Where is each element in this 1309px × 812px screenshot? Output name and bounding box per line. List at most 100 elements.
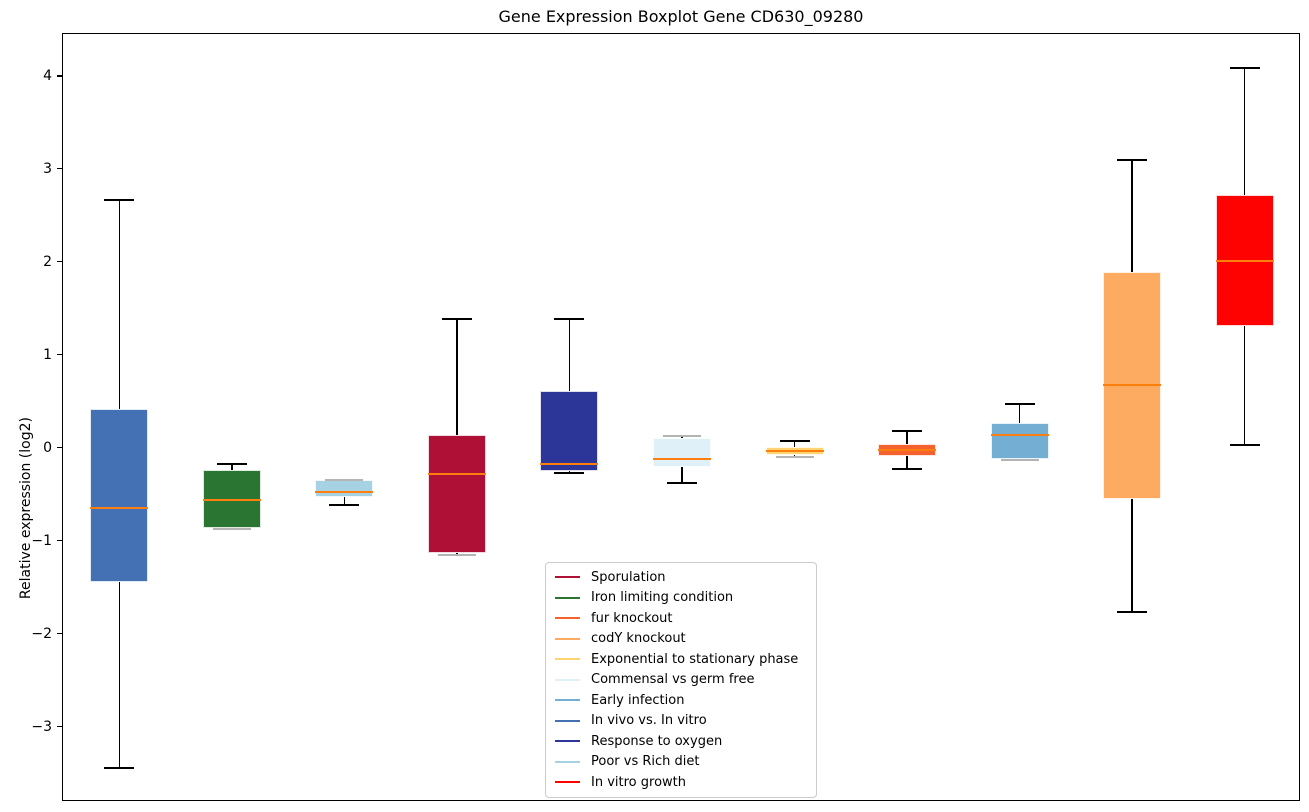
y-tick-mark <box>57 75 62 77</box>
y-tick-mark <box>57 353 62 356</box>
whisker-upper <box>1131 159 1133 273</box>
legend-swatch <box>555 699 580 702</box>
plot-area <box>62 33 1300 801</box>
legend-swatch <box>555 678 580 681</box>
whisker-lower <box>1131 498 1133 613</box>
y-tick-mark <box>57 725 62 728</box>
chart-title: Gene Expression Boxplot Gene CD630_09280 <box>498 7 864 26</box>
median-line <box>540 463 599 466</box>
median-line <box>427 472 486 475</box>
legend-label: Sporulation <box>591 569 666 585</box>
whisker-lower <box>681 467 683 484</box>
legend-item: codY knockout <box>546 629 816 650</box>
legend-label: Commensal vs germ free <box>591 672 755 688</box>
cap-upper <box>779 440 810 443</box>
y-tick-mark <box>57 632 62 635</box>
y-tick-label: −3 <box>31 718 52 735</box>
whisker-upper <box>568 319 571 392</box>
legend-item: Iron limiting condition <box>546 588 816 609</box>
whisker-upper <box>1243 68 1246 195</box>
median-line <box>990 433 1049 436</box>
cap-upper <box>104 199 135 202</box>
cap-lower-flush <box>775 456 814 459</box>
box-iqr <box>315 480 374 498</box>
whisker-lower <box>343 497 346 506</box>
cap-lower <box>104 766 135 769</box>
cap-upper-flush <box>325 479 364 482</box>
whisker-upper <box>456 319 458 435</box>
legend: Sporulation Iron limiting condition fur kn… <box>545 562 817 798</box>
cap-upper <box>1004 403 1035 406</box>
cap-upper <box>1229 67 1260 70</box>
legend-label: Iron limiting condition <box>591 590 734 606</box>
cap-lower-flush <box>437 553 476 556</box>
legend-swatch <box>555 617 580 620</box>
box-iqr <box>540 391 599 471</box>
whisker-lower <box>1243 325 1246 445</box>
legend-swatch <box>555 781 580 784</box>
legend-label: In vivo vs. In vitro <box>591 713 707 729</box>
legend-label: fur knockout <box>591 610 673 626</box>
cap-lower <box>554 471 585 474</box>
legend-swatch <box>555 658 580 661</box>
y-tick-label: 2 <box>43 253 52 270</box>
legend-item: Commensal vs germ free <box>546 670 816 691</box>
box-iqr <box>90 408 149 582</box>
median-line <box>202 498 261 501</box>
cap-upper <box>216 463 247 466</box>
y-tick-label: −1 <box>31 532 52 549</box>
legend-swatch <box>555 596 580 599</box>
legend-label: codY knockout <box>591 631 686 647</box>
legend-label: Poor vs Rich diet <box>591 754 700 770</box>
whisker-lower <box>906 456 908 470</box>
cap-lower-flush <box>212 527 251 530</box>
y-tick-label: 3 <box>43 160 52 177</box>
cap-lower <box>1229 443 1260 446</box>
y-tick-mark <box>57 167 62 170</box>
box-iqr <box>653 437 711 468</box>
median-line <box>315 491 374 494</box>
legend-label: In vitro growth <box>591 774 686 790</box>
cap-lower-flush <box>1000 458 1039 461</box>
whisker-upper <box>793 441 796 447</box>
cap-lower <box>892 468 923 471</box>
legend-item: In vitro growth <box>546 772 816 793</box>
cap-lower <box>1117 611 1148 614</box>
legend-item: Poor vs Rich diet <box>546 752 816 773</box>
box-iqr <box>990 422 1049 459</box>
cap-upper-flush <box>663 434 701 437</box>
y-tick-label: 1 <box>43 346 52 363</box>
cap-upper <box>892 430 923 433</box>
legend-swatch <box>555 637 580 640</box>
whisker-upper <box>118 200 121 409</box>
y-tick-mark <box>57 446 62 449</box>
legend-item: fur knockout <box>546 608 816 629</box>
whisker-upper <box>231 464 233 471</box>
cap-lower <box>329 504 360 507</box>
legend-item: Response to oxygen <box>546 731 816 752</box>
legend-label: Early infection <box>591 692 685 708</box>
cap-upper <box>1117 158 1148 161</box>
whisker-upper <box>1018 404 1021 423</box>
y-tick-label: −2 <box>31 625 52 642</box>
box-iqr <box>427 434 486 553</box>
cap-upper <box>554 318 585 321</box>
median-line <box>878 448 937 451</box>
legend-item: Exponential to stationary phase <box>546 649 816 670</box>
legend-swatch <box>555 740 580 743</box>
median-line <box>653 457 711 460</box>
legend-swatch <box>555 760 580 763</box>
y-tick-label: 0 <box>43 439 52 456</box>
whisker-lower <box>118 581 121 768</box>
legend-item: Early infection <box>546 690 816 711</box>
legend-item: In vivo vs. In vitro <box>546 711 816 732</box>
whisker-upper <box>906 431 908 445</box>
y-tick-label: 4 <box>43 67 52 84</box>
legend-label: Response to oxygen <box>591 733 723 749</box>
y-tick-mark <box>57 539 62 542</box>
legend-label: Exponential to stationary phase <box>591 651 799 667</box>
median-line <box>1215 259 1274 262</box>
cap-lower <box>667 482 697 485</box>
cap-upper <box>441 318 472 321</box>
